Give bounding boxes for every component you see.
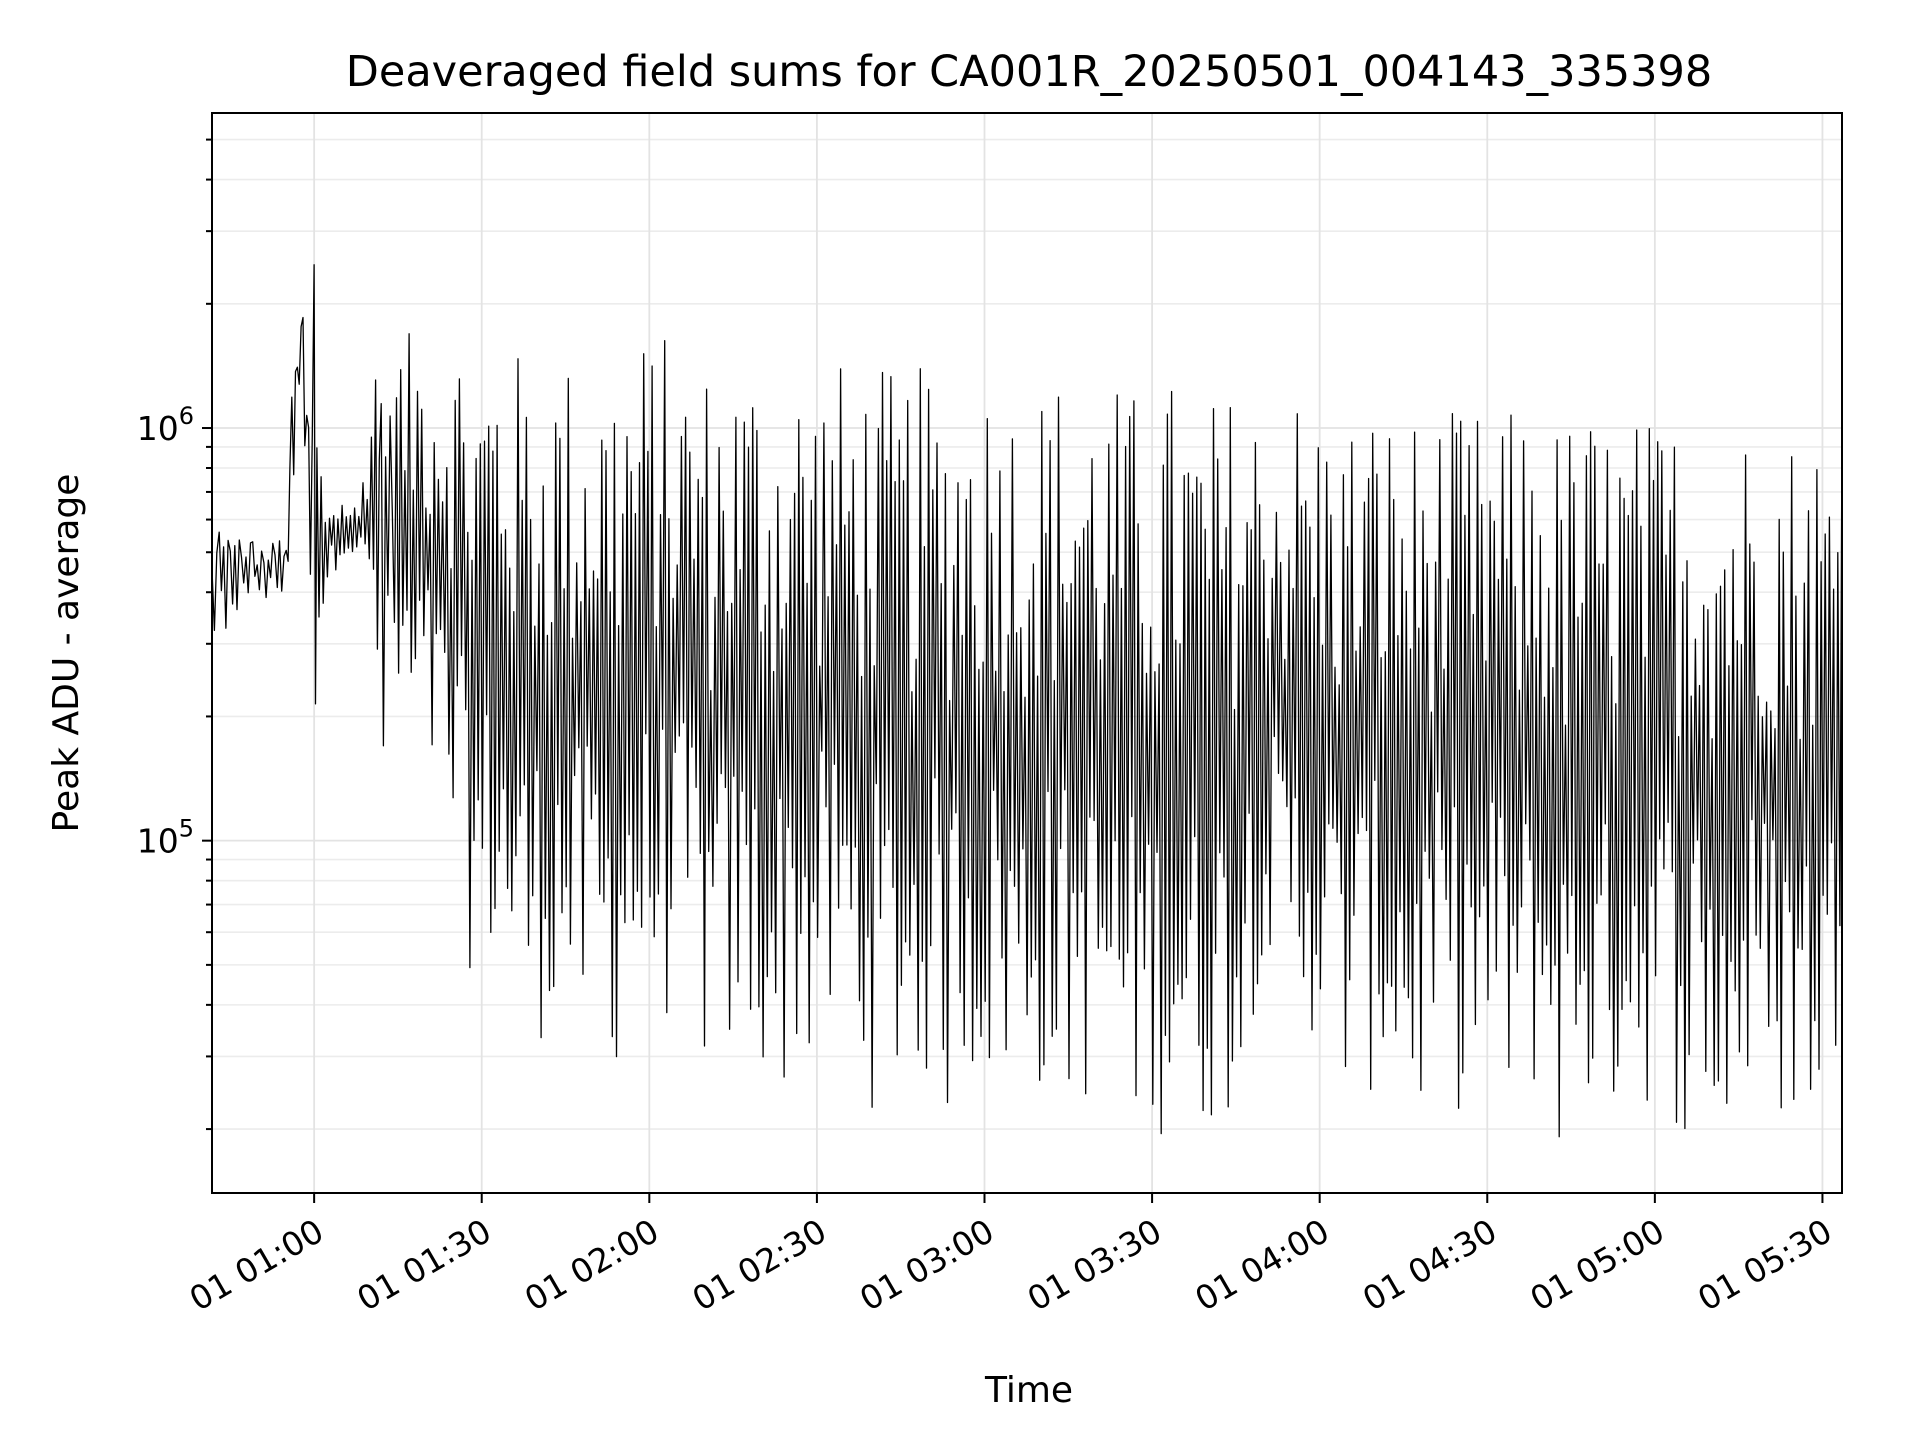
x-tick-label: 01 03:30 (1021, 1211, 1168, 1319)
x-tick-label: 01 05:30 (1691, 1211, 1838, 1319)
plot-area-clip (212, 264, 1842, 1138)
x-axis-label: Time (984, 1370, 1073, 1411)
x-tick-label: 01 01:30 (350, 1211, 497, 1319)
y-tick-label: 106 (137, 402, 194, 448)
data-series-line (212, 264, 1842, 1138)
x-tick-label: 01 01:00 (183, 1211, 330, 1319)
x-tick-label: 01 04:00 (1188, 1211, 1335, 1319)
x-tick-label: 01 02:30 (686, 1211, 833, 1319)
y-axis-label: Peak ADU - average (46, 474, 87, 833)
chart-title: Deaveraged field sums for CA001R_2025050… (346, 47, 1712, 97)
x-axis-ticks: 01 01:00 01 01:30 01 02:00 01 02:30 01 03:00… (183, 1193, 1838, 1319)
x-tick-label: 01 05:00 (1524, 1211, 1671, 1319)
x-tick-label: 01 02:00 (518, 1211, 665, 1319)
x-tick-label: 01 04:30 (1356, 1211, 1503, 1319)
plot-frame (211, 112, 1843, 1194)
y-tick-label: 105 (137, 815, 194, 861)
x-tick-label: 01 03:00 (853, 1211, 1000, 1319)
y-axis-ticks: 105 106 (137, 138, 212, 1131)
